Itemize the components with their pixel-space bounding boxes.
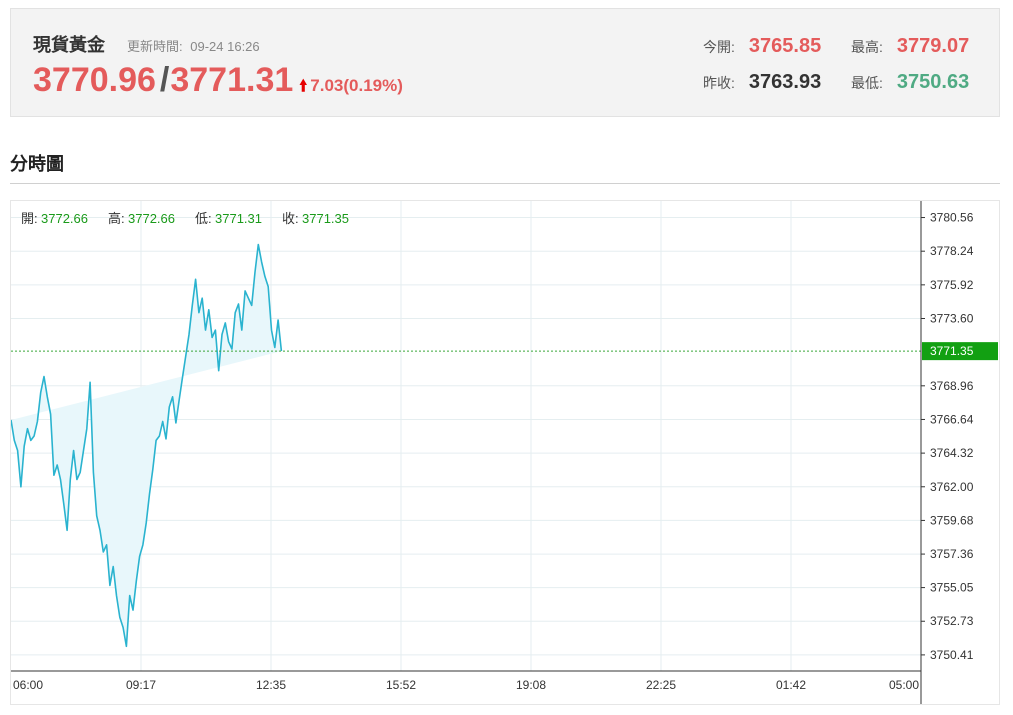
stat-prev-close-label: 昨收: <box>703 75 735 91</box>
x-tick-label: 01:42 <box>776 678 806 692</box>
y-tick-label: 3775.92 <box>930 278 974 292</box>
ohlc-label: 開: <box>21 211 38 226</box>
current-price-label: 3771.35 <box>930 344 974 358</box>
stat-low: 最低: 3750.63 <box>851 71 969 94</box>
intraday-chart-svg[interactable]: 3780.56 3778.24 3775.92 3773.60 3771.35 3768.… <box>10 201 999 704</box>
ask-price: 3771.31 <box>170 61 294 99</box>
intraday-chart[interactable]: 3780.56 3778.24 3775.92 3773.60 3771.35 3768.… <box>10 200 1000 705</box>
price-line <box>10 243 283 648</box>
stat-open: 今開: 3765.85 <box>703 35 821 58</box>
y-tick-label: 3755.05 <box>930 581 974 595</box>
section-divider <box>10 183 1000 184</box>
stat-high-value: 3779.07 <box>896 35 970 57</box>
stat-prev-close: 昨收: 3763.93 <box>703 71 821 94</box>
y-tick-label: 3778.24 <box>930 244 974 258</box>
y-tick-label: 3752.73 <box>930 614 974 628</box>
x-tick-label: 15:52 <box>386 678 416 692</box>
ohlc-value: 3772.66 <box>41 211 88 226</box>
price-row: 3770.96 / 3771.31 🠙 7.03(0.19%) <box>33 61 403 102</box>
x-tick-label: 12:35 <box>256 678 286 692</box>
y-tick-label: 3764.32 <box>930 446 974 460</box>
y-tick-label: 3768.96 <box>930 379 974 393</box>
y-axis: 3780.56 3778.24 3775.92 3773.60 3771.35 3768.… <box>920 201 998 704</box>
stat-low-value: 3750.63 <box>896 71 970 93</box>
bid-price: 3770.96 <box>33 61 156 99</box>
y-tick-label: 3773.60 <box>930 312 974 326</box>
x-tick-label: 22:25 <box>646 678 676 692</box>
ohlc-value: 3771.31 <box>215 211 262 226</box>
title-row: 現貨黃金 更新時間: 09-24 16:26 <box>33 31 260 57</box>
x-tick-label: 19:08 <box>516 678 546 692</box>
price-change: 7.03(0.19%) <box>310 76 403 95</box>
x-axis: 06:00 09:17 12:35 15:52 19:08 22:25 01:42 05:00 <box>11 670 921 692</box>
y-tick-label: 3750.41 <box>930 648 974 662</box>
ohlc-label: 低: <box>195 211 212 226</box>
ohlc-value: 3771.35 <box>302 211 349 226</box>
y-tick-label: 3780.56 <box>930 211 974 225</box>
ohlc-legend: 開: 3772.66 高: 3772.66 低: 3771.31 收: 3771.35 <box>21 211 349 226</box>
x-tick-label: 06:00 <box>13 678 43 692</box>
stat-high-label: 最高: <box>851 39 883 55</box>
current-price-badge <box>922 342 998 361</box>
arrow-up-icon: 🠙 <box>299 78 308 95</box>
update-time: 更新時間: 09-24 16:26 <box>127 36 260 55</box>
ohlc-label: 高: <box>108 211 125 226</box>
stat-high: 最高: 3779.07 <box>851 35 969 58</box>
y-tick-label: 3766.64 <box>930 412 974 426</box>
stat-low-label: 最低: <box>851 75 883 91</box>
update-time-label: 更新時間: <box>127 39 183 54</box>
price-separator: / <box>159 61 170 99</box>
y-tick-label: 3759.68 <box>930 513 974 527</box>
section-title: 分時圖 <box>10 154 64 174</box>
x-tick-label: 09:17 <box>126 678 156 692</box>
quote-header: 現貨黃金 更新時間: 09-24 16:26 3770.96 / 3771.31… <box>10 8 1000 117</box>
x-tick-label: 05:00 <box>889 678 919 692</box>
stat-prev-close-value: 3763.93 <box>748 71 822 93</box>
stat-open-value: 3765.85 <box>748 35 822 57</box>
price-area <box>11 244 282 647</box>
y-tick-label: 3762.00 <box>930 480 974 494</box>
ohlc-value: 3772.66 <box>128 211 175 226</box>
ohlc-label: 收: <box>282 211 299 226</box>
stat-open-label: 今開: <box>703 39 735 55</box>
update-time-value: 09-24 16:26 <box>190 39 260 54</box>
instrument-name: 現貨黃金 <box>33 35 105 55</box>
y-tick-label: 3757.36 <box>930 547 974 561</box>
